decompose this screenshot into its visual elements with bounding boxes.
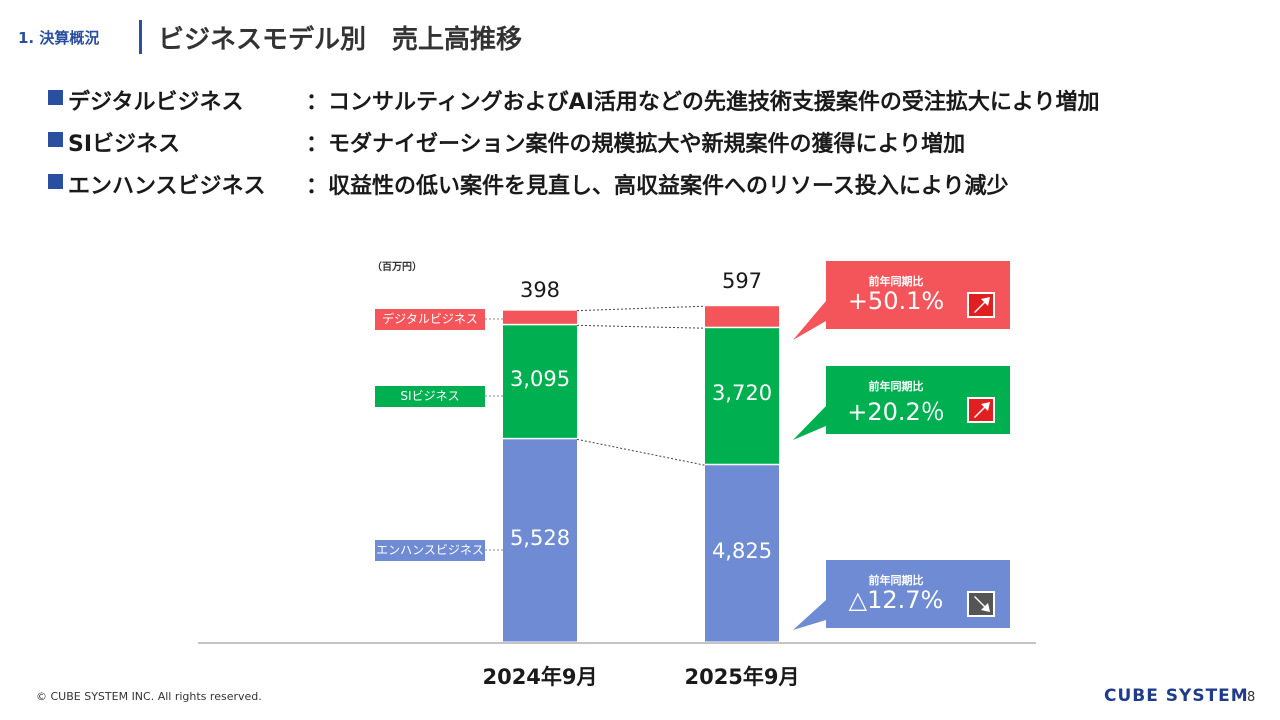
connector-line (576, 438, 706, 466)
section-tag: 1. 決算概況 (18, 29, 100, 47)
data-label: 597 (722, 269, 762, 293)
bullet-description: モダナイゼーション案件の規模拡大や新規案件の獲得により増加 (328, 132, 966, 157)
bar-segment (705, 328, 779, 464)
yoy-value: △12.7% (848, 586, 944, 614)
bar-segment (705, 465, 779, 642)
arrow-up-right-icon (967, 292, 995, 318)
series-legend-tag: SIビジネス (375, 386, 485, 407)
data-label: 3,720 (712, 381, 772, 405)
data-label: 3,095 (510, 367, 570, 391)
bullet-colon: ： (306, 90, 329, 115)
yoy-value: +50.1% (847, 287, 945, 315)
series-legend-tag: デジタルビジネス (375, 309, 485, 330)
data-label: 398 (520, 278, 560, 302)
bullet-square-icon (48, 90, 63, 105)
chart-unit-label: （百万円） (372, 262, 422, 273)
bullet-name: SIビジネス (68, 132, 181, 157)
callout-pointer (793, 600, 826, 630)
data-label: 5,528 (510, 526, 570, 550)
callout-pointer (793, 406, 826, 440)
connector-line (576, 305, 706, 312)
bar-segment (503, 439, 577, 642)
callout-pointer (793, 301, 826, 340)
bar-segment (705, 306, 779, 327)
bullet-description: コンサルティングおよびAI活用などの先進技術支援案件の受注拡大により増加 (328, 90, 1100, 115)
yoy-value: +20.2％ (847, 398, 945, 426)
arrow-down-right-icon (967, 591, 995, 617)
arrow-up-right-icon (967, 397, 995, 423)
bullet-colon: ： (306, 132, 329, 157)
page-title: ビジネスモデル別 売上高推移 (158, 25, 523, 55)
page-number: 8 (1247, 690, 1256, 705)
yoy-caption: 前年同期比 (868, 380, 924, 393)
bar-segment (503, 310, 577, 324)
yoy-callout: 前年同期比 +20.2％ (826, 366, 1010, 434)
bullet-square-icon (48, 174, 63, 189)
bullet-description: 収益性の低い案件を見直し、高収益案件へのリソース投入により減少 (328, 174, 1009, 199)
company-logo: CUBE SYSTEM (1104, 686, 1249, 706)
data-label: 4,825 (712, 539, 772, 563)
series-legend-tag: エンハンスビジネス (375, 540, 485, 561)
yoy-caption: 前年同期比 (868, 275, 924, 288)
bar-segment (503, 325, 577, 438)
title-divider (139, 20, 142, 54)
yoy-callout: 前年同期比 +50.1% (826, 261, 1010, 329)
bullet-colon: ： (306, 174, 329, 199)
yoy-callout: 前年同期比 △12.7% (826, 560, 1010, 628)
connector-line (576, 324, 706, 329)
yoy-caption: 前年同期比 (868, 574, 924, 587)
bullet-name: エンハンスビジネス (68, 174, 266, 199)
bullet-name: デジタルビジネス (68, 90, 244, 115)
category-label: 2024年9月 (482, 665, 598, 689)
footer-copyright: © CUBE SYSTEM INC. All rights reserved. (36, 690, 262, 703)
category-label: 2025年9月 (684, 665, 800, 689)
bullet-square-icon (48, 132, 63, 147)
